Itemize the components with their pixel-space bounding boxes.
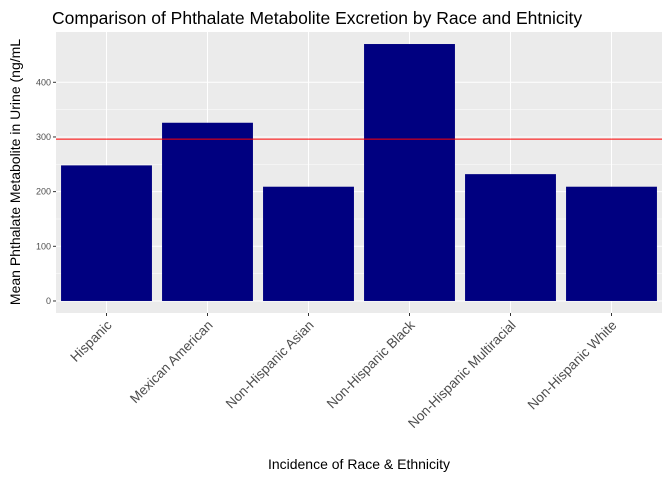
bar (566, 186, 657, 301)
x-axis-title: Incidence of Race & Ethnicity (268, 456, 450, 472)
bar (263, 186, 354, 301)
y-tick-label: 0 (46, 296, 51, 306)
y-axis-title: Mean Phthalate Metabolite in Urine (ng/m… (7, 39, 23, 305)
bar (162, 122, 253, 301)
bar (465, 174, 556, 301)
y-axis: 0 100 200 300 400 (36, 77, 56, 306)
bars (61, 44, 657, 301)
x-tick-label: Non-Hispanic Black (324, 317, 418, 411)
y-tick-label: 300 (36, 132, 51, 142)
chart-title: Comparison of Phthalate Metabolite Excre… (52, 8, 582, 28)
x-tick-label: Non-Hispanic Multiracial (405, 318, 519, 432)
x-tick-label: Hispanic (67, 317, 114, 364)
bar (364, 44, 455, 301)
x-axis: Hispanic Mexican American Non-Hispanic Asi… (67, 313, 620, 432)
plot-panel (56, 32, 662, 313)
y-tick-label: 400 (36, 77, 51, 87)
y-tick-label: 200 (36, 187, 51, 197)
bar (61, 165, 152, 301)
y-tick-label: 100 (36, 241, 51, 251)
x-tick-label: Non-Hispanic White (525, 318, 620, 413)
x-tick-label: Mexican American (127, 318, 216, 407)
x-tick-label: Non-Hispanic Asian (223, 318, 317, 412)
